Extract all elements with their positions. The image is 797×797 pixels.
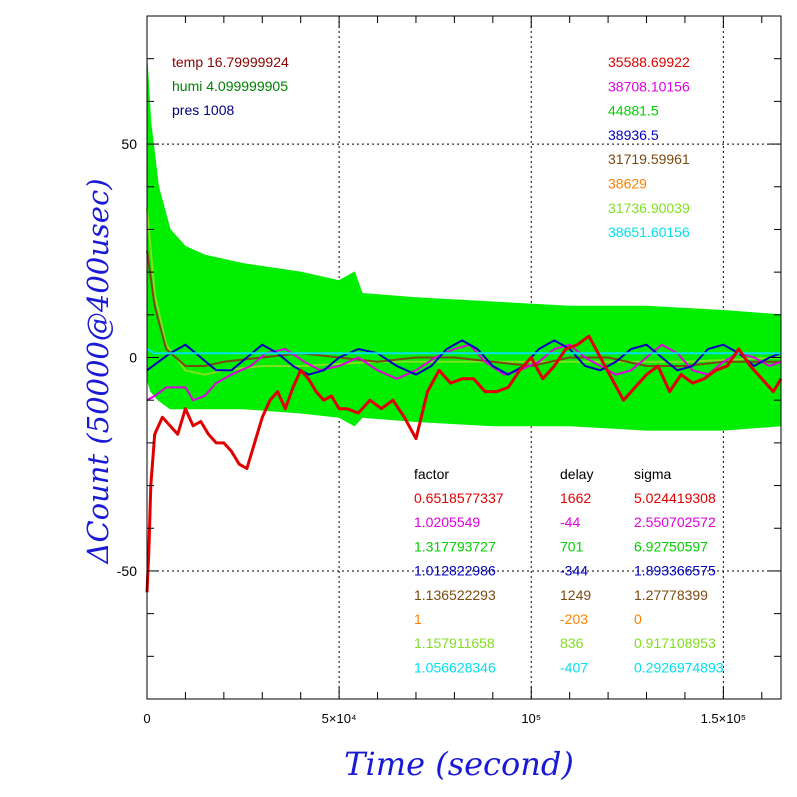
y-axis-label: ΔCount (50000@400usec) bbox=[81, 178, 115, 564]
tick-labels: 50 0 -50 0 5×10⁴ 10⁵ 1.5×10⁵ bbox=[117, 136, 746, 726]
series-line-5 bbox=[146, 348, 781, 355]
fit-factor-cell: 1.012822986 bbox=[414, 563, 496, 579]
axis-ticks bbox=[146, 15, 781, 700]
fit-delay-cell: 701 bbox=[560, 538, 584, 554]
fit-factor-cell: 0.6518577337 bbox=[414, 490, 504, 506]
fit-sigma-cell: 0.2926974893 bbox=[634, 659, 724, 675]
fit-factor-cell: 1.0205549 bbox=[414, 514, 480, 530]
y-tick-label: 50 bbox=[121, 136, 137, 152]
series-band-0 bbox=[146, 58, 782, 431]
x-tick-label: 5×10⁴ bbox=[322, 711, 357, 726]
fit-factor-cell: 1.317793727 bbox=[414, 538, 496, 554]
x-tick-label: 1.5×10⁵ bbox=[701, 711, 747, 726]
fit-sigma-cell: 2.550702572 bbox=[634, 514, 716, 530]
x-axis-label: Time (second) bbox=[344, 745, 574, 783]
fit-sigma-cell: 1.27778399 bbox=[634, 587, 708, 603]
fit-header-factor: factor bbox=[414, 466, 449, 482]
channel-mean-value: 44881.5 bbox=[608, 103, 659, 119]
fit-delay-cell: -203 bbox=[560, 611, 588, 627]
channel-mean-value: 31736.90039 bbox=[608, 200, 690, 216]
fit-delay-cell: -44 bbox=[560, 514, 580, 530]
fit-delay-cell: -344 bbox=[560, 563, 588, 579]
series-line-1 bbox=[146, 208, 782, 376]
channel-mean-values: 35588.69922 38708.10156 44881.5 38936.5 3171… bbox=[608, 54, 690, 240]
fit-sigma-cell: 1.893366575 bbox=[634, 563, 716, 579]
channel-mean-value: 31719.59961 bbox=[608, 151, 690, 167]
series-layer bbox=[145, 58, 783, 593]
fit-delay-cell: 1249 bbox=[560, 587, 591, 603]
fit-factor-cell: 1.056628346 bbox=[414, 659, 496, 675]
fit-sigma-cell: 0 bbox=[634, 611, 642, 627]
y-tick-label: -50 bbox=[117, 563, 137, 579]
channel-mean-value: 38651.60156 bbox=[608, 224, 690, 240]
series-line-2 bbox=[146, 250, 781, 367]
channel-mean-value: 35588.69922 bbox=[608, 54, 690, 70]
fit-table: factor delay sigma 0.6518577337 1662 5.024… bbox=[414, 466, 724, 675]
channel-mean-value: 38629 bbox=[608, 176, 647, 192]
x-tick-label: 10⁵ bbox=[521, 711, 541, 726]
channel-mean-value: 38936.5 bbox=[608, 127, 659, 143]
env-temp-label: temp 16.79999924 bbox=[172, 54, 289, 70]
fit-factor-cell: 1.157911658 bbox=[414, 635, 495, 651]
y-tick-label: 0 bbox=[129, 350, 137, 366]
series-line-6 bbox=[145, 334, 783, 593]
fit-factor-cell: 1 bbox=[414, 611, 422, 627]
fit-delay-cell: 1662 bbox=[560, 490, 591, 506]
fit-sigma-cell: 5.024419308 bbox=[634, 490, 716, 506]
channel-mean-value: 38708.10156 bbox=[608, 78, 690, 94]
series-line-4 bbox=[146, 339, 782, 376]
env-humi-label: humi 4.099999905 bbox=[172, 78, 288, 94]
fit-sigma-cell: 0.917108953 bbox=[634, 635, 716, 651]
x-tick-label: 0 bbox=[143, 711, 150, 726]
fit-sigma-cell: 6.92750597 bbox=[634, 538, 708, 554]
fit-header-delay: delay bbox=[560, 466, 593, 482]
fit-delay-cell: 836 bbox=[560, 635, 584, 651]
fit-rows: 0.6518577337 1662 5.024419308 1.0205549 -44 2… bbox=[414, 490, 724, 675]
fit-delay-cell: -407 bbox=[560, 659, 588, 675]
fit-factor-cell: 1.136522293 bbox=[414, 587, 496, 603]
env-legend: temp 16.79999924 humi 4.099999905 pres 1… bbox=[172, 54, 289, 118]
fit-header-sigma: sigma bbox=[634, 466, 672, 482]
env-pres-label: pres 1008 bbox=[172, 102, 234, 118]
